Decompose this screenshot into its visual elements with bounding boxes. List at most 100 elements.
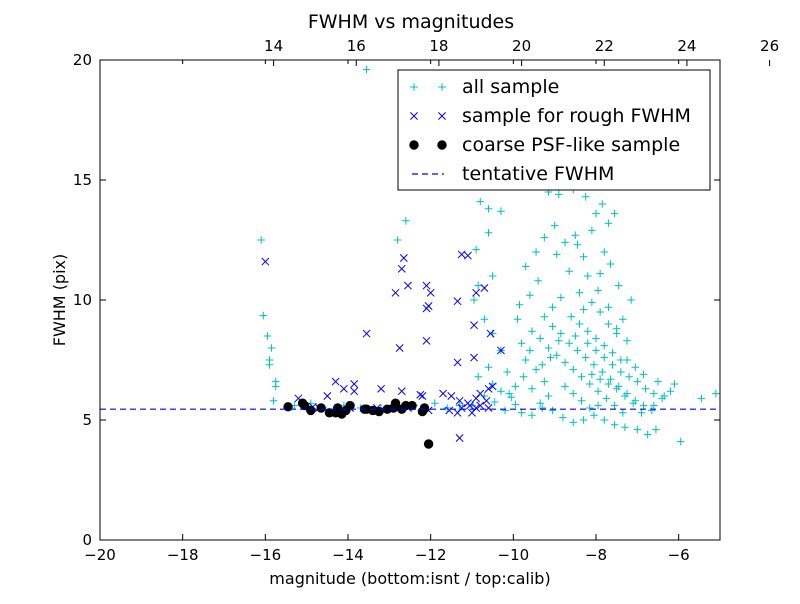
data-point-x (261, 257, 270, 266)
data-point-x (391, 288, 400, 297)
data-point-plus (598, 200, 606, 208)
data-point-plus (480, 315, 489, 323)
data-point-plus (579, 416, 588, 424)
data-point-plus (666, 387, 675, 395)
data-point-circle (345, 400, 355, 411)
top-tick-label: 22 (595, 37, 614, 55)
data-point-x (488, 382, 497, 391)
data-point-plus (555, 337, 563, 345)
data-point-plus (596, 308, 604, 316)
data-point-plus (712, 389, 720, 398)
data-point-x (470, 321, 479, 330)
data-point-plus (538, 404, 547, 412)
data-point-plus (608, 361, 617, 369)
data-point-plus (583, 339, 592, 347)
data-point-plus (583, 327, 592, 335)
data-point-plus (521, 356, 530, 364)
data-point-plus (596, 269, 604, 278)
legend-label: sample for rough FWHM (462, 105, 691, 127)
data-point-plus (402, 217, 410, 225)
data-point-plus (600, 416, 609, 424)
legend-marker (438, 112, 446, 120)
plot-frame (99, 59, 721, 541)
legend-box (397, 69, 711, 191)
data-point-plus (517, 409, 526, 417)
data-point-plus (697, 394, 706, 403)
top-tick-label: 26 (760, 37, 779, 55)
data-point-plus (612, 385, 621, 393)
data-point-plus (573, 241, 582, 249)
data-point-plus (610, 421, 619, 429)
data-point-plus (571, 332, 580, 340)
data-point-plus (470, 296, 478, 304)
legend-item: all sample (410, 76, 559, 98)
data-point-x (476, 401, 485, 410)
data-point-plus (561, 238, 569, 247)
data-point-plus (625, 373, 633, 381)
data-point-plus (670, 380, 679, 388)
data-point-plus (592, 346, 600, 355)
data-point-plus (602, 394, 611, 403)
data-point-plus (619, 315, 627, 323)
data-point-plus (532, 365, 540, 374)
data-point-x (350, 380, 359, 388)
x-tick-label: −6 (668, 546, 690, 564)
data-point-plus (619, 409, 627, 417)
data-point-x (377, 384, 386, 393)
y-tick-label: 0 (82, 531, 92, 549)
x-tick-label: −14 (332, 546, 364, 564)
data-point-plus (598, 368, 606, 376)
data-point-plus (536, 399, 544, 407)
data-point-x (484, 384, 493, 393)
data-point-plus (588, 298, 596, 307)
data-point-plus (592, 334, 600, 343)
data-point-plus (596, 375, 604, 383)
data-point-plus (575, 289, 584, 297)
data-point-plus (600, 353, 609, 362)
data-point-plus (612, 329, 621, 338)
data-point-plus (497, 207, 505, 215)
data-point-plus (472, 245, 480, 254)
data-point-x (362, 329, 371, 338)
data-point-x (339, 384, 348, 393)
data-point-plus (511, 382, 520, 391)
legend-label: coarse PSF-like sample (462, 134, 680, 156)
data-point-x (422, 304, 431, 313)
data-point-plus (557, 329, 565, 338)
data-point-plus (431, 399, 439, 407)
data-point-x (416, 390, 425, 399)
data-point-plus (650, 389, 658, 398)
data-point-plus (631, 363, 640, 371)
top-tick-label: 18 (429, 37, 448, 55)
data-point-plus (590, 361, 598, 369)
data-point-plus (581, 193, 590, 201)
legend-label: all sample (462, 76, 559, 98)
data-point-plus (503, 368, 511, 376)
data-point-plus (474, 281, 482, 290)
x-tick-label: −8 (585, 546, 607, 564)
data-point-plus (633, 377, 642, 386)
x-tick-label: −18 (167, 546, 199, 564)
data-point-plus (608, 349, 617, 357)
data-point-plus (559, 413, 567, 422)
legend-marker (438, 83, 446, 91)
data-point-plus (526, 291, 534, 299)
data-point-x (472, 288, 481, 297)
data-point-plus (546, 353, 555, 362)
data-point-circle (419, 403, 430, 413)
data-point-plus (501, 406, 509, 415)
data-point-plus (544, 392, 553, 400)
x-axis-label: magnitude (bottom:isnt / top:calib) (269, 569, 550, 588)
data-point-plus (594, 286, 602, 295)
data-point-plus (548, 406, 557, 415)
data-point-circle (306, 405, 316, 416)
data-point-plus (606, 375, 615, 383)
data-point-x (350, 387, 359, 396)
legend-item: tentative FWHM (412, 163, 614, 185)
data-point-x (418, 392, 427, 400)
data-point-plus (583, 272, 592, 280)
axes: −20 −18 −16 −14 −12 −10 −8 −6 0 5 10 15 20 14 16 18 20 22… (73, 37, 779, 564)
data-point-plus (577, 397, 586, 405)
legend-marker (410, 112, 418, 120)
